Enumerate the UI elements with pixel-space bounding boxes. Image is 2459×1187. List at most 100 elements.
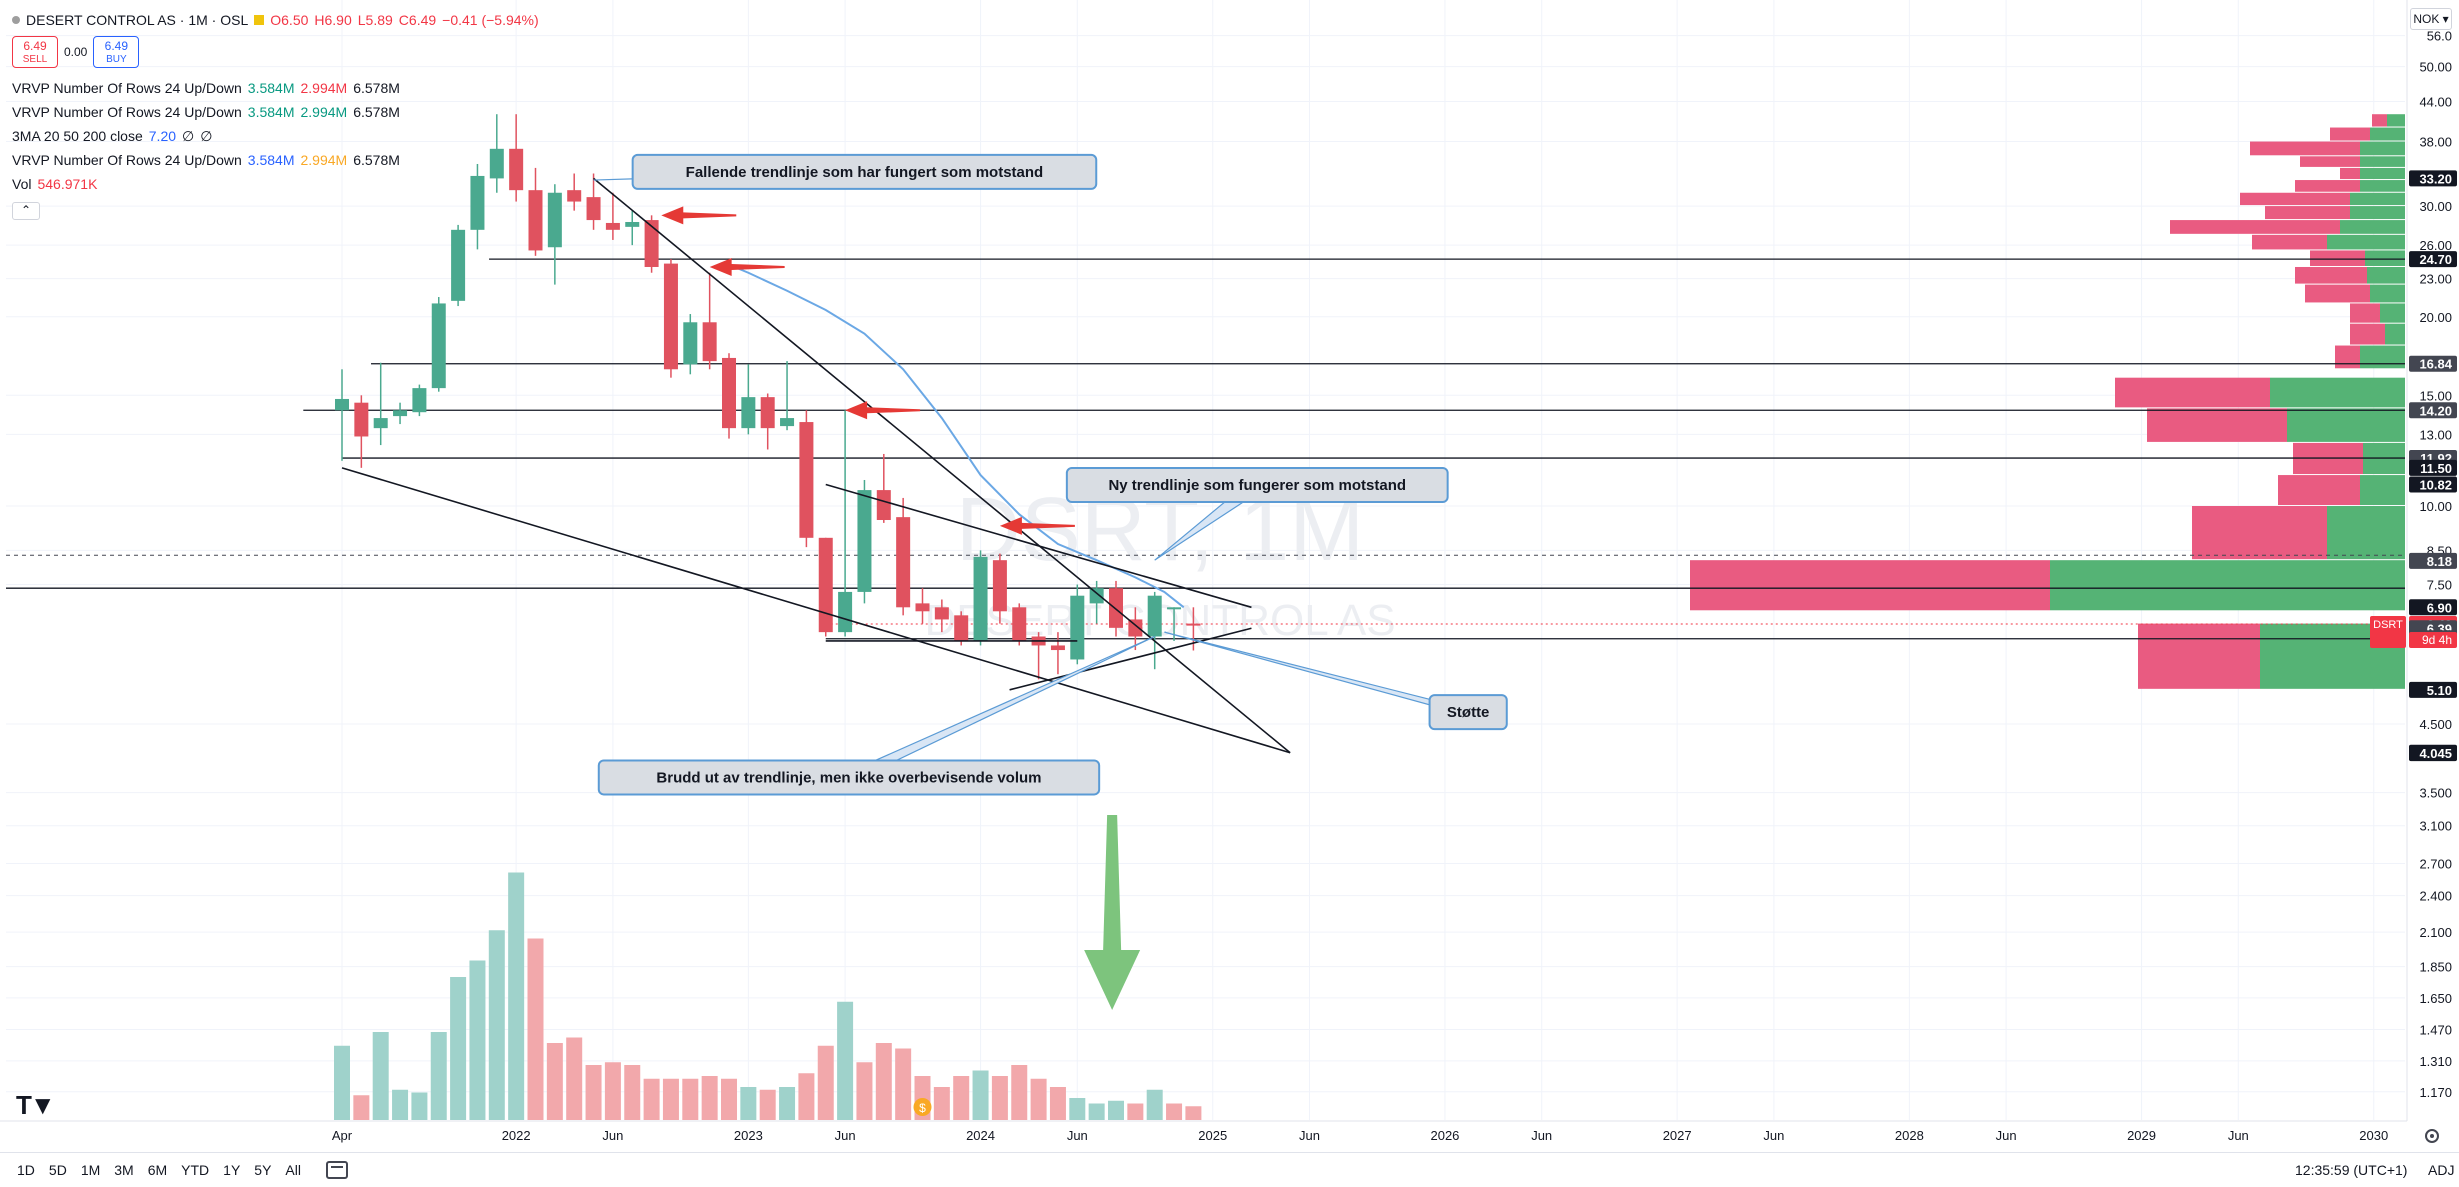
volume-bar	[643, 1078, 660, 1120]
buy-button[interactable]: 6.49 BUY	[93, 36, 140, 68]
ohlc-high: H6.90	[314, 12, 352, 28]
time-tick-label: 2025	[1198, 1128, 1227, 1143]
volume-profile-down-bar	[2350, 323, 2385, 345]
candle-body	[1012, 607, 1027, 641]
volume-profile-down-bar	[2335, 345, 2360, 369]
volume-indicator[interactable]: Vol 546.971K	[12, 172, 539, 196]
range-button-1m[interactable]: 1M	[80, 1162, 101, 1178]
volume-profile-down-bar	[2278, 475, 2360, 505]
range-button-all[interactable]: All	[285, 1162, 301, 1178]
price-axis: 56.0 50.00 44.00 38.00 30.00 26.00 23.00 20.00 1…	[2370, 0, 2459, 1152]
volume-profile-up-bar	[2350, 206, 2405, 220]
calendar-icon[interactable]	[325, 1161, 348, 1179]
indicator-down-value: 2.994M	[300, 152, 348, 168]
callout: Brudd ut av trendlinje, men ikke overbev…	[597, 635, 1155, 796]
range-button-3m[interactable]: 3M	[114, 1162, 134, 1178]
callout: Fallende trendlinje som har fungert som …	[593, 153, 1098, 190]
price-tick-label: 30.00	[2419, 199, 2452, 214]
volume-profile-up-bar	[2380, 303, 2405, 323]
red-arrow-icon	[999, 516, 1075, 535]
currency-label: NOK	[2413, 12, 2440, 26]
price-tick-label: 2.100	[2419, 925, 2452, 940]
volume-profile-up-bar	[2327, 234, 2405, 250]
callout-text: Støtte	[1447, 704, 1490, 721]
volume-profile-down-bar	[2305, 284, 2370, 303]
volume-bar	[1166, 1103, 1183, 1120]
volume-bar	[798, 1073, 815, 1120]
price-label-bg	[2409, 681, 2457, 698]
candle-body	[915, 603, 930, 612]
candle-body	[663, 263, 678, 370]
indicator-up-value: 3.584M	[247, 152, 295, 168]
indicator-row[interactable]: 3MA 20 50 200 close 7.20 ∅ ∅	[12, 124, 539, 148]
adj-button[interactable]: ADJ	[2428, 1162, 2455, 1178]
currency-selector[interactable]: NOK ▾	[2410, 8, 2452, 30]
volume-bar	[701, 1076, 718, 1120]
time-tick-label: Jun	[2228, 1128, 2249, 1143]
range-button-1y[interactable]: 1Y	[223, 1162, 241, 1178]
candle-body	[1186, 623, 1201, 626]
candle-body	[954, 615, 969, 641]
volume-bar	[488, 930, 505, 1120]
volume-profile-up-bar	[2360, 345, 2405, 369]
volume-bar	[953, 1076, 970, 1120]
candle-body	[1089, 588, 1104, 604]
volume-bar	[1127, 1103, 1144, 1120]
candle-body	[509, 148, 524, 191]
indicator-row[interactable]: VRVP Number Of Rows 24 Up/Down 3.584M 2.99…	[12, 76, 539, 100]
range-button-ytd[interactable]: YTD	[181, 1162, 210, 1178]
indicator-up-value: 7.20	[148, 128, 177, 144]
clock[interactable]: 12:35:59 (UTC+1)	[2295, 1162, 2408, 1178]
status-dot-icon	[12, 16, 20, 24]
callouts: Fallende trendlinje som har fungert som …	[593, 153, 1508, 796]
volume-profile-down-bar	[2295, 180, 2360, 192]
price-label: 10.82	[2419, 477, 2452, 492]
price-tick-label: 23.00	[2419, 272, 2452, 287]
volume-bar	[546, 1043, 563, 1120]
price-tick-label: 2.700	[2419, 856, 2452, 871]
volume-profile-down-bar	[2147, 408, 2287, 442]
volume-bar	[430, 1032, 447, 1120]
indicator-name: VRVP Number Of Rows 24 Up/Down	[12, 80, 242, 96]
price-axis-bg	[2407, 0, 2459, 1152]
indicator-row[interactable]: VRVP Number Of Rows 24 Up/Down 3.584M 2.99…	[12, 100, 539, 124]
volume-bar	[566, 1037, 583, 1120]
volume-bar	[933, 1087, 950, 1120]
symbol-name[interactable]: DESERT CONTROL AS · 1M · OSL	[26, 12, 249, 28]
price-tick-label: 1.170	[2419, 1085, 2452, 1100]
candle-body	[1128, 619, 1143, 637]
volume-profile-up-bar	[2360, 475, 2405, 505]
candle-body	[393, 410, 408, 417]
volume-bar	[372, 1032, 389, 1120]
volume-bar	[1108, 1100, 1124, 1120]
volume-bar	[1011, 1065, 1028, 1120]
indicator-down-value: 2.994M	[300, 80, 348, 96]
candle-body	[992, 560, 1007, 612]
indicator-name: VRVP Number Of Rows 24 Up/Down	[12, 104, 242, 120]
indicator-row[interactable]: VRVP Number Of Rows 24 Up/Down 3.584M 2.99…	[12, 148, 539, 172]
volume-bar	[972, 1070, 989, 1120]
time-axis-bg	[0, 1121, 2459, 1152]
volume-bar	[740, 1087, 757, 1120]
candle-body	[702, 322, 717, 362]
flag-icon[interactable]	[254, 15, 265, 25]
range-button-5y[interactable]: 5Y	[254, 1162, 272, 1178]
volume-profile-down-bar	[2340, 167, 2360, 180]
arrow-shape	[661, 206, 737, 225]
price-tick-label: 2.400	[2419, 889, 2452, 904]
indicator-name: 3MA 20 50 200 close	[12, 128, 143, 144]
collapse-legend-button[interactable]: ⌃	[12, 202, 40, 220]
range-button-6m[interactable]: 6M	[147, 1162, 168, 1178]
range-buttons: 1D 5D 1M 3M 6M YTD 1Y 5Y All	[10, 1156, 308, 1184]
candle-body	[973, 556, 988, 641]
volume-bar	[1030, 1078, 1047, 1120]
candle-body	[857, 490, 872, 592]
price-label-bg	[2409, 552, 2457, 569]
range-button-1d[interactable]: 1D	[17, 1162, 35, 1178]
sell-button[interactable]: 6.49 SELL	[12, 36, 58, 68]
range-button-5d[interactable]: 5D	[48, 1162, 67, 1178]
candle-body	[567, 190, 582, 202]
candle-body	[373, 418, 388, 429]
tradingview-logo-icon[interactable]: T▼	[16, 1090, 56, 1120]
